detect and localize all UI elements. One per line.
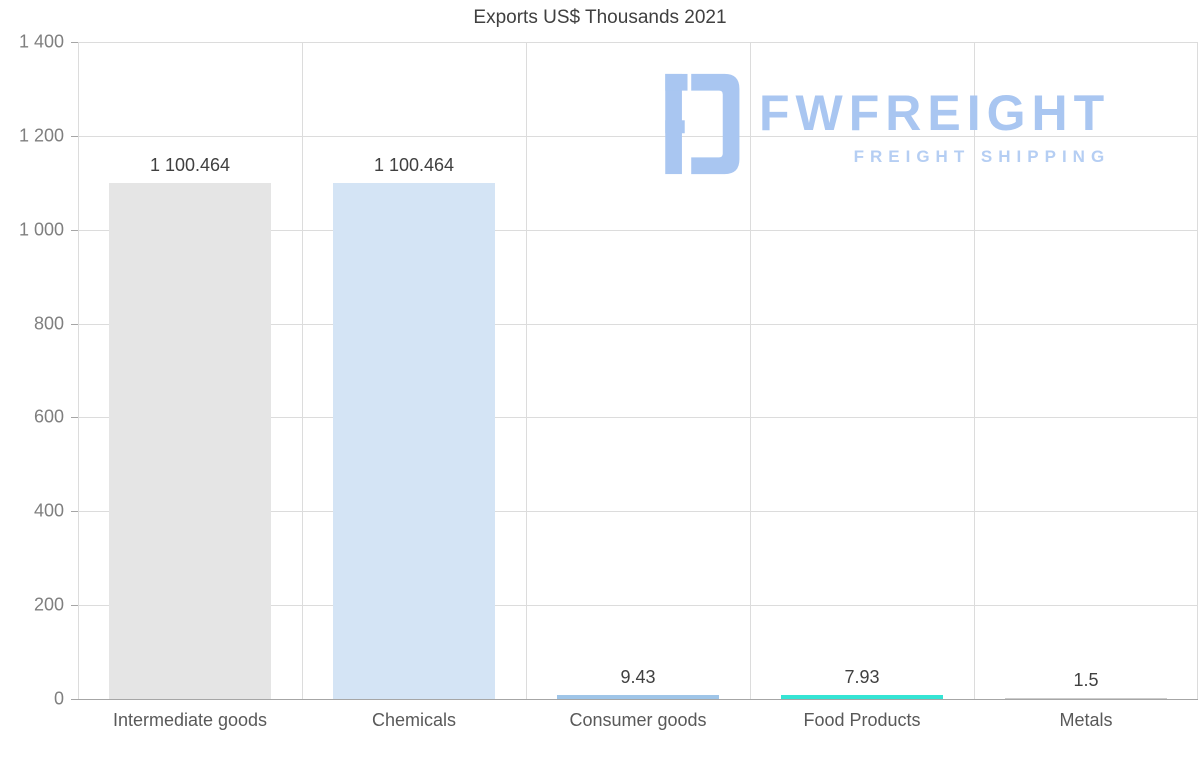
y-axis-tick-label: 800 — [33, 313, 64, 334]
x-axis-category-label: Food Products — [803, 710, 921, 730]
bar-value-label: 1.5 — [1073, 670, 1099, 690]
y-axis-tick — [71, 417, 78, 419]
watermark: FWFREIGHT FREIGHT SHIPPING — [643, 66, 1110, 182]
gridline-horizontal — [78, 229, 1198, 231]
bar-value-label: 7.93 — [844, 667, 880, 687]
bar-food-products — [781, 695, 943, 699]
bar-value-label: 1 100.464 — [149, 155, 231, 175]
y-axis-tick — [71, 42, 78, 43]
y-axis-tick-label: 1 400 — [18, 31, 64, 52]
bar-chemicals — [333, 183, 495, 699]
gridline-horizontal — [78, 135, 1198, 137]
x-axis-category-label: Metals — [1059, 710, 1113, 730]
y-axis-tick — [71, 135, 78, 137]
gridline-horizontal — [78, 42, 1198, 43]
x-axis-category-label: Consumer goods — [569, 710, 707, 730]
bar-intermediate-goods — [109, 183, 271, 699]
bar-consumer-goods — [557, 695, 719, 699]
gridline-horizontal — [78, 323, 1198, 325]
y-axis-tick-label: 400 — [33, 500, 64, 521]
fwfreight-logo-icon — [643, 66, 745, 182]
gridline-vertical — [750, 42, 751, 699]
y-axis-tick-label: 0 — [53, 688, 64, 709]
y-axis-tick — [71, 323, 78, 325]
x-axis-category-label: Chemicals — [371, 710, 457, 730]
gridline-horizontal — [78, 511, 1198, 513]
watermark-text: FWFREIGHT FREIGHT SHIPPING — [759, 66, 1110, 182]
y-axis-tick — [71, 229, 78, 231]
y-axis-tick — [71, 605, 78, 607]
y-axis-tick-label: 1 000 — [18, 219, 64, 240]
watermark-brand: FWFREIGHT — [759, 85, 1111, 141]
gridline-vertical — [78, 42, 79, 699]
gridline-vertical — [1197, 42, 1198, 699]
plot-area: FWFREIGHT FREIGHT SHIPPING 1 100.464 1 10… — [78, 42, 1198, 700]
gridline-horizontal — [78, 605, 1198, 607]
chart-title: Exports US$ Thousands 2021 — [473, 7, 727, 28]
gridline-horizontal — [78, 699, 1198, 700]
gridline-vertical — [302, 42, 303, 699]
watermark-tagline: FREIGHT SHIPPING — [853, 147, 1111, 166]
gridline-vertical — [974, 42, 975, 699]
y-axis-tick — [71, 511, 78, 513]
gridline-horizontal — [78, 417, 1198, 419]
y-axis-tick-label: 600 — [33, 406, 64, 427]
x-axis-category-label: Intermediate goods — [112, 710, 268, 730]
bar-value-label: 1 100.464 — [373, 155, 455, 175]
gridline-vertical — [526, 42, 527, 699]
y-axis-tick-label: 200 — [33, 594, 64, 615]
y-axis-tick — [71, 699, 78, 700]
y-axis-tick-label: 1 200 — [18, 125, 64, 146]
bar-metals — [1005, 698, 1167, 699]
bar-value-label: 9.43 — [620, 667, 656, 687]
